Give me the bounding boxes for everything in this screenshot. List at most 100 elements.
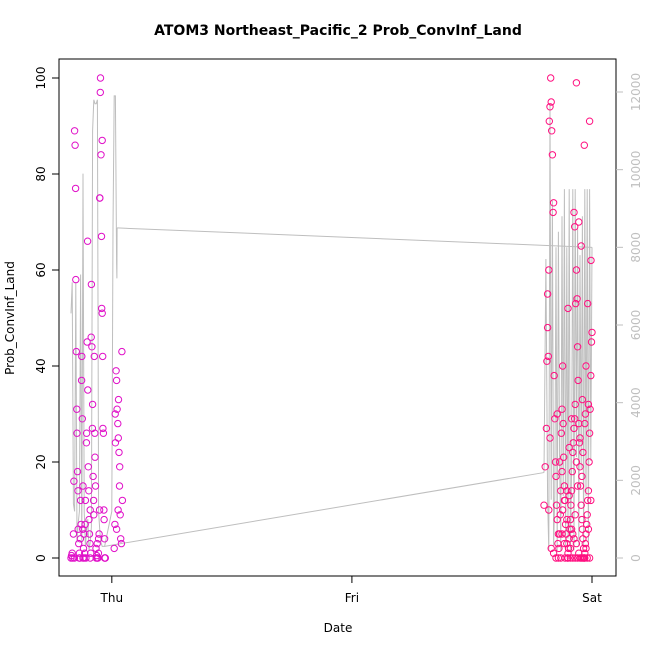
data-point: [581, 410, 589, 418]
series-connector-line: [117, 227, 593, 248]
data-point: [545, 266, 553, 274]
data-point: [577, 501, 585, 509]
data-point: [585, 117, 594, 125]
data-point: [89, 472, 97, 481]
data-point: [77, 376, 86, 385]
data-point: [116, 511, 124, 519]
data-point: [541, 463, 549, 471]
data-point: [114, 419, 122, 428]
y-tick-label: 100: [34, 67, 48, 90]
y2-tick-label: 10000: [629, 151, 643, 189]
data-point: [572, 539, 581, 548]
data-point: [584, 496, 592, 505]
data-point: [97, 232, 106, 241]
data-point: [68, 549, 76, 557]
y2-tick-label: 2000: [629, 465, 643, 496]
data-point: [114, 506, 122, 514]
data-point: [87, 333, 95, 341]
data-point: [579, 448, 587, 457]
data-point: [581, 419, 589, 428]
data-point: [560, 453, 568, 461]
series-line-run: [70, 95, 118, 551]
y2-axis: 0 2000 4000 6000 8000 10000 12000: [616, 73, 643, 562]
data-point: [557, 554, 565, 562]
y-tick-label: 80: [34, 166, 48, 181]
data-point: [547, 74, 555, 82]
data-point: [100, 554, 109, 562]
data-point: [82, 439, 91, 447]
data-point: [587, 338, 596, 346]
data-point: [558, 467, 566, 476]
data-point: [587, 496, 595, 505]
series-line-run: [543, 103, 593, 551]
data-point: [112, 376, 121, 385]
data-point: [548, 127, 556, 135]
data-point: [88, 343, 96, 351]
data-point: [97, 151, 105, 159]
data-point: [567, 525, 576, 533]
data-point: [588, 328, 596, 337]
data-point: [76, 496, 85, 505]
data-point: [544, 352, 552, 361]
data-point: [85, 515, 93, 524]
data-point: [79, 544, 88, 553]
data-point: [568, 467, 576, 476]
data-point: [584, 299, 592, 308]
data-point: [584, 487, 593, 495]
data-point: [116, 463, 124, 471]
data-point: [564, 554, 572, 562]
data-point: [563, 487, 571, 495]
data-point: [576, 434, 584, 442]
x-tick-label: Sat: [582, 591, 602, 605]
data-point: [111, 410, 119, 418]
data-point: [112, 367, 120, 375]
y-axis-label: Prob_ConvInf_Land: [3, 261, 17, 375]
data-point: [96, 74, 105, 82]
data-point: [78, 415, 87, 423]
data-point: [582, 362, 590, 370]
data-point: [586, 405, 594, 413]
data-point: [564, 304, 572, 313]
data-point: [70, 554, 79, 562]
data-point: [578, 472, 586, 481]
data-point: [112, 525, 121, 533]
data-point: [576, 482, 585, 490]
data-point: [70, 477, 78, 485]
data-point: [78, 352, 86, 361]
y2-tick-label: 0: [629, 554, 643, 562]
data-point: [70, 127, 79, 135]
data-point: [571, 554, 579, 562]
data-point: [96, 88, 105, 97]
data-point: [573, 482, 582, 490]
data-point: [557, 429, 565, 437]
data-point: [579, 544, 588, 553]
data-point: [585, 554, 594, 562]
data-point: [93, 539, 101, 548]
data-point: [91, 482, 100, 490]
data-point: [571, 415, 579, 423]
x-tick-label: Thu: [100, 591, 124, 605]
data-point: [549, 208, 557, 217]
data-point: [79, 482, 87, 490]
data-point: [114, 434, 123, 442]
right-axis-series-line: [70, 95, 593, 551]
data-point: [84, 386, 92, 394]
data-point: [82, 429, 91, 437]
data-point: [571, 223, 579, 231]
data-point: [73, 467, 82, 476]
data-point: [114, 395, 123, 404]
data-point: [118, 347, 126, 356]
data-point: [540, 501, 548, 509]
data-point: [571, 511, 579, 519]
data-point: [570, 424, 578, 433]
chart-title: ATOM3 Northeast_Pacific_2 Prob_ConvInf_L…: [154, 23, 522, 39]
data-point: [81, 520, 89, 529]
data-point: [566, 554, 575, 562]
data-point: [115, 448, 123, 457]
data-point: [567, 501, 575, 509]
data-point: [117, 539, 126, 548]
data-point: [558, 530, 566, 538]
data-point: [87, 549, 95, 557]
data-point: [587, 256, 595, 265]
data-point: [566, 515, 575, 524]
